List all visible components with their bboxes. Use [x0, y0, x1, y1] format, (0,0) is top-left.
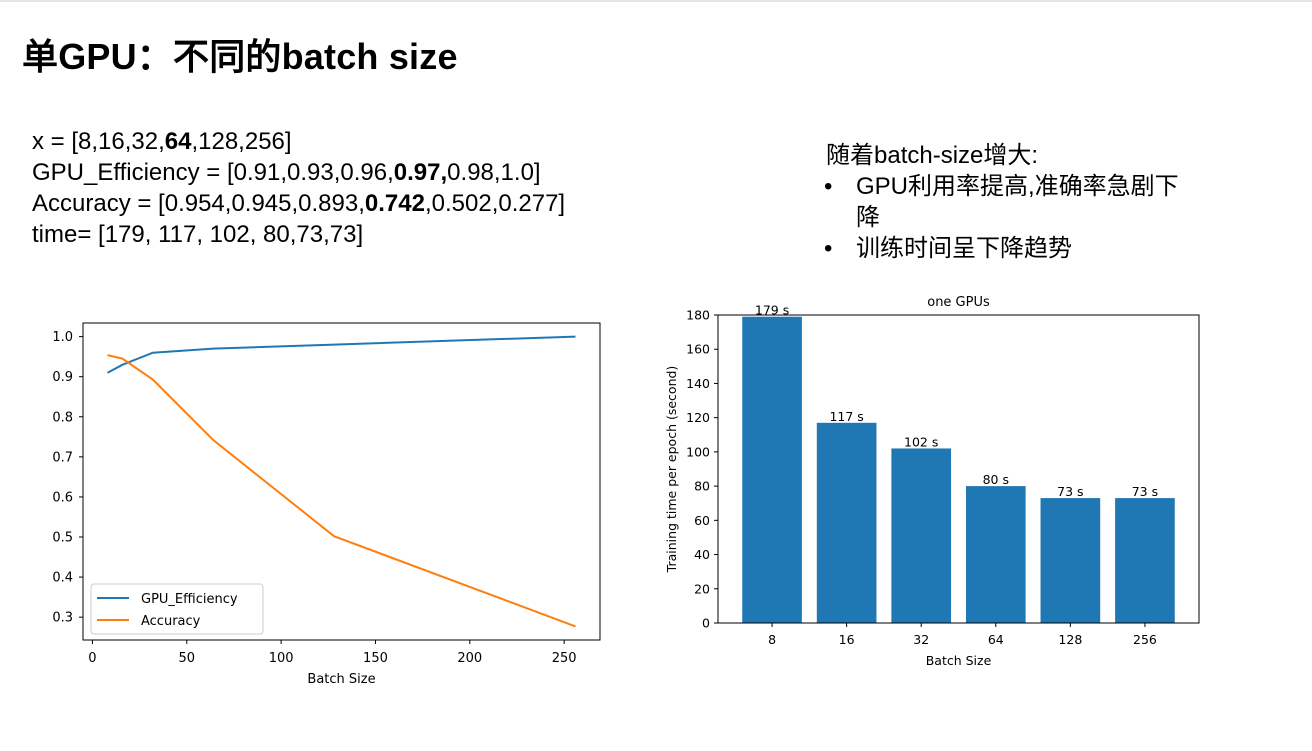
x-tick-label: 150	[363, 651, 388, 666]
y-tick-label: 1.0	[52, 330, 73, 345]
x-tick-label: 128	[1058, 632, 1082, 647]
bar	[1115, 498, 1175, 623]
y-tick-label: 180	[686, 308, 710, 323]
y-tick-label: 0.7	[52, 450, 73, 465]
y-tick-label: 20	[694, 581, 710, 596]
y-tick-label: 0.8	[52, 410, 73, 425]
legend-box	[90, 583, 264, 635]
code-text: x = [8,16,32,	[32, 128, 165, 155]
code-text: ,128,256]	[191, 128, 292, 155]
y-tick-label: 0.4	[52, 571, 73, 586]
notes-heading: 随着batch-size增大:	[826, 142, 1039, 169]
x-tick-label: 64	[988, 632, 1004, 647]
bar-value-label: 102 s	[904, 434, 938, 449]
notes-bullet: • GPU利用率提高,准确率急剧下降	[824, 171, 1201, 233]
y-tick-label: 0.9	[52, 370, 73, 385]
x-tick-label: 100	[269, 651, 294, 666]
series-line	[107, 354, 576, 628]
slide-title: 单GPU：不同的batch size	[22, 36, 458, 77]
bar	[742, 316, 802, 623]
bullet-icon: •	[824, 235, 833, 262]
chart-title: one GPUs	[927, 295, 990, 310]
x-tick-label: 200	[457, 651, 482, 666]
code-line: Accuracy = [0.954,0.945,0.893,0.742,0.50…	[32, 188, 565, 219]
bar	[965, 486, 1026, 623]
y-tick-label: 0	[702, 616, 710, 631]
legend-label: GPU_Efficiency	[141, 592, 238, 607]
y-tick-label: 60	[694, 513, 710, 528]
code-text: Accuracy = [0.954,0.945,0.893,	[32, 190, 365, 217]
x-axis-label: Batch Size	[307, 672, 375, 687]
y-axis-label: Training time per epoch (second)	[664, 366, 679, 574]
y-tick-label: 160	[686, 342, 710, 357]
y-tick-label: 80	[694, 479, 710, 494]
x-tick-label: 50	[179, 651, 196, 666]
x-tick-label: 256	[1133, 632, 1157, 647]
code-line: GPU_Efficiency = [0.91,0.93,0.96,0.97,0.…	[32, 157, 565, 188]
x-tick-label: 8	[768, 632, 776, 647]
y-tick-label: 120	[686, 410, 710, 425]
x-tick-label: 0	[88, 651, 96, 666]
code-bold-text: 64	[164, 128, 192, 155]
line-chart: 0 50 100 150 200 250 0.3 0.4 0.5 0.6 0.7 0.8 0.9 1.0 B…	[52, 322, 601, 687]
code-text: GPU_Efficiency = [0.91,0.93,0.96,	[32, 159, 394, 186]
code-bold-text: 0.742	[364, 190, 425, 217]
bullet-icon: •	[824, 173, 833, 200]
bar-value-label: 73 s	[1132, 484, 1158, 499]
y-tick-label: 100	[686, 444, 710, 459]
code-block: x = [8,16,32,64,128,256] GPU_Efficiency …	[32, 126, 565, 250]
x-tick-label: 32	[913, 632, 929, 647]
bar-value-label: 179 s	[755, 303, 789, 318]
legend: GPU_Efficiency Accuracy	[90, 583, 264, 635]
bar-value-label: 80 s	[983, 472, 1009, 487]
x-axis-label: Batch Size	[926, 653, 992, 668]
notes-list: • GPU利用率提高,准确率急剧下降 • 训练时间呈下降趋势	[824, 171, 1201, 264]
plot-frame	[82, 322, 601, 641]
series-line	[107, 335, 576, 374]
bar	[1040, 498, 1101, 623]
bullet-text: 训练时间呈下降趋势	[856, 235, 1072, 262]
code-text: ,0.502,0.277]	[424, 190, 566, 217]
code-text: time= [179, 117, 102, 80,73,73]	[32, 221, 364, 248]
y-tick-label: 40	[694, 547, 710, 562]
code-line: time= [179, 117, 102, 80,73,73]	[32, 219, 565, 250]
bar-chart: 179 s 8 117 s 16 102 s 32 80 s 64 73 s 128 73 s 256…	[664, 295, 1200, 668]
code-text: 0.98,1.0]	[447, 159, 541, 186]
bullet-text: GPU利用率提高,准确率急剧下降	[856, 173, 1179, 231]
legend-label: Accuracy	[141, 614, 201, 629]
y-tick-label: 0.5	[52, 531, 73, 546]
notes-bullet: • 训练时间呈下降趋势	[824, 233, 1201, 264]
bar	[816, 422, 877, 623]
x-tick-label: 250	[552, 651, 577, 666]
x-tick-label: 16	[839, 632, 855, 647]
top-border-line	[0, 0, 1312, 2]
bar	[891, 448, 952, 623]
notes-block: 随着batch-size增大: • GPU利用率提高,准确率急剧下降 • 训练时间呈…	[824, 140, 1201, 264]
bar-value-label: 73 s	[1057, 484, 1083, 499]
code-bold-text: 0.97,	[393, 159, 448, 186]
code-line: x = [8,16,32,64,128,256]	[32, 126, 565, 157]
bar-value-label: 117 s	[829, 409, 863, 424]
y-tick-label: 0.3	[52, 611, 73, 626]
y-tick-label: 140	[686, 376, 710, 391]
plot-frame	[717, 314, 1200, 624]
y-tick-label: 0.6	[52, 490, 73, 505]
